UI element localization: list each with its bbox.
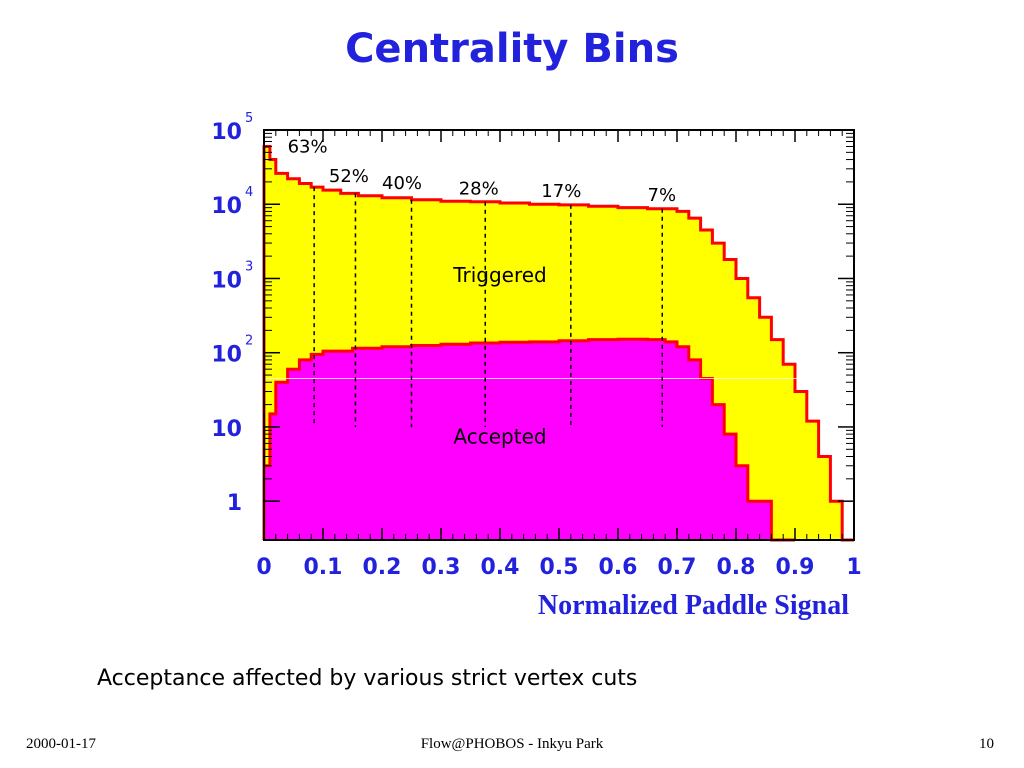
- x-tick-label: 0.2: [363, 555, 402, 580]
- x-axis-label: Normalized Paddle Signal: [537, 590, 849, 621]
- centrality-cut-lines: [313, 187, 663, 427]
- y-tick-label: 10: [211, 120, 242, 145]
- x-tick-label: 0.6: [599, 555, 638, 580]
- cut-label: 7%: [648, 185, 677, 206]
- series-line-accepted: [262, 337, 795, 542]
- y-tick-label: 10: [211, 417, 242, 442]
- annotation-accepted: Accepted: [453, 424, 546, 448]
- x-tick-label: 1: [846, 555, 861, 580]
- footer-center: Flow@PHOBOS - Inkyu Park: [420, 736, 604, 752]
- footer-page-number: 10: [979, 736, 994, 752]
- y-tick-label: 10: [211, 343, 242, 368]
- cut-label: 52%: [329, 166, 369, 187]
- plot-frame: [263, 129, 855, 541]
- series-fill-accepted: [264, 339, 795, 540]
- x-tick-label: 0.3: [422, 555, 461, 580]
- x-tick-label: 0.4: [481, 555, 520, 580]
- x-tick-label: 0: [256, 555, 271, 580]
- y-tick-exponent: 5: [245, 111, 253, 126]
- footer-date: 2000-01-17: [26, 736, 96, 752]
- cut-label: 28%: [459, 179, 499, 200]
- cut-label: 17%: [541, 181, 581, 202]
- x-tick-label: 0.1: [304, 555, 343, 580]
- chart-text-labels: 63%52% 40% 28% 17% 7% Triggered Accepted 0 0.1 0.…: [211, 111, 861, 580]
- cut-label: 40%: [382, 173, 422, 194]
- x-tick-label: 0.5: [540, 555, 579, 580]
- x-tick-label: 0.8: [717, 555, 756, 580]
- x-tick-label: 0.9: [776, 555, 815, 580]
- y-tick-exponent: 4: [245, 185, 253, 200]
- annotation-triggered: Triggered: [452, 263, 547, 287]
- y-tick-label: 10: [211, 268, 242, 293]
- series-line-triggered: [262, 145, 854, 542]
- y-tick-label: 10: [211, 194, 242, 219]
- y-tick-exponent: 3: [245, 259, 253, 274]
- slide-title: Centrality Bins: [345, 26, 679, 72]
- y-tick-label: 1: [227, 491, 242, 516]
- slide-caption: Acceptance affected by various strict ve…: [97, 666, 638, 691]
- y-tick-exponent: 2: [245, 334, 253, 349]
- area-outlines: [262, 145, 854, 542]
- cut-label: 63%: [288, 136, 328, 157]
- x-tick-label: 0.7: [658, 555, 697, 580]
